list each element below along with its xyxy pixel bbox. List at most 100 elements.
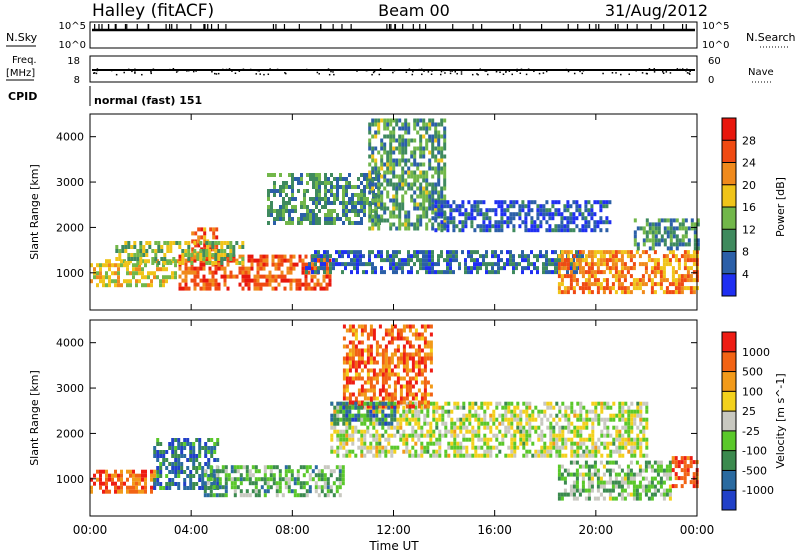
echo-cell	[605, 468, 609, 473]
echo-cell	[150, 283, 153, 288]
echo-cell	[329, 469, 333, 474]
echo-cell	[587, 496, 591, 501]
echo-cell	[274, 262, 278, 267]
echo-cell	[578, 270, 582, 275]
echo-cell	[431, 206, 435, 211]
echo-cell	[267, 197, 270, 201]
echo-cell	[166, 241, 170, 245]
echo-cell	[401, 158, 405, 163]
echo-cell	[534, 417, 538, 422]
echo-cell	[290, 473, 294, 478]
echo-cell	[275, 489, 279, 494]
echo-cell	[425, 194, 429, 199]
echo-cell	[596, 266, 600, 271]
echo-cell	[360, 437, 364, 442]
echo-cell	[575, 496, 579, 501]
echo-cell	[402, 376, 406, 381]
echo-cell	[482, 262, 485, 267]
echo-cell	[434, 130, 438, 135]
echo-cell	[268, 274, 272, 279]
echo-cell	[233, 465, 237, 470]
echo-cell	[284, 469, 288, 474]
echo-cell	[256, 282, 260, 287]
echo-cell	[190, 278, 194, 283]
nave-point	[421, 73, 423, 76]
nave-point	[662, 72, 665, 75]
echo-cell	[623, 262, 627, 267]
echo-cell	[123, 263, 126, 268]
echo-cell	[645, 238, 649, 243]
echo-cell	[206, 243, 210, 248]
echo-cell	[395, 182, 399, 187]
echo-cell	[521, 208, 525, 213]
echo-cell	[593, 464, 597, 469]
echo-cell	[426, 445, 430, 450]
echo-cell	[333, 221, 336, 225]
echo-cell	[642, 429, 646, 434]
echo-cell	[230, 477, 234, 482]
echo-cell	[108, 283, 111, 288]
echo-cell	[247, 286, 251, 291]
echo-cell	[651, 234, 655, 239]
nave-point	[379, 68, 382, 70]
echo-cell	[93, 275, 96, 280]
echo-cell	[489, 453, 493, 458]
echo-cell	[205, 253, 209, 257]
echo-cell	[189, 454, 193, 458]
echo-cell	[449, 212, 453, 217]
echo-cell	[144, 489, 147, 494]
echo-cell	[569, 228, 573, 233]
echo-cell	[480, 417, 484, 422]
echo-cell	[423, 404, 427, 409]
echo-cell	[135, 271, 138, 276]
echo-cell	[404, 142, 408, 147]
echo-cell	[636, 413, 640, 418]
echo-cell	[210, 482, 214, 486]
echo-cell	[563, 216, 567, 221]
echo-cell	[147, 283, 150, 288]
echo-cell	[171, 271, 174, 276]
echo-cell	[434, 154, 438, 159]
echo-cell	[578, 254, 581, 259]
echo-cell	[181, 286, 185, 291]
echo-cell	[423, 384, 427, 389]
echo-cell	[473, 250, 476, 255]
echo-cell	[620, 258, 624, 263]
echo-cell	[422, 262, 425, 267]
echo-cell	[156, 470, 160, 474]
echo-cell	[387, 392, 391, 397]
echo-cell	[363, 205, 366, 209]
echo-cell	[250, 254, 254, 259]
freq-tick-bottom: 8	[74, 75, 80, 86]
echo-cell	[639, 429, 643, 434]
echo-cell	[578, 258, 582, 263]
echo-cell	[543, 409, 547, 414]
nave-point	[332, 71, 334, 73]
echo-cell	[392, 206, 396, 211]
echo-cell	[449, 258, 452, 263]
echo-cell	[413, 174, 417, 179]
echo-cell	[283, 286, 287, 291]
echo-cell	[356, 254, 359, 259]
echo-cell	[96, 469, 99, 474]
echo-cell	[139, 245, 143, 249]
echo-cell	[313, 266, 317, 271]
nave-point	[508, 70, 511, 72]
echo-cell	[381, 376, 385, 381]
echo-cell	[557, 224, 561, 229]
echo-cell	[533, 266, 536, 271]
echo-cell	[198, 454, 202, 458]
echo-cell	[587, 200, 591, 205]
colorbar-segment	[722, 351, 736, 373]
echo-cell	[345, 185, 348, 189]
echo-cell	[348, 340, 352, 345]
echo-cell	[396, 429, 400, 434]
echo-cell	[476, 258, 479, 263]
echo-cell	[429, 384, 433, 389]
echo-cell	[305, 493, 309, 498]
echo-cell	[507, 429, 511, 434]
echo-cell	[393, 388, 397, 393]
nave-point	[686, 68, 688, 70]
echo-cell	[560, 224, 564, 229]
echo-cell	[368, 262, 371, 267]
